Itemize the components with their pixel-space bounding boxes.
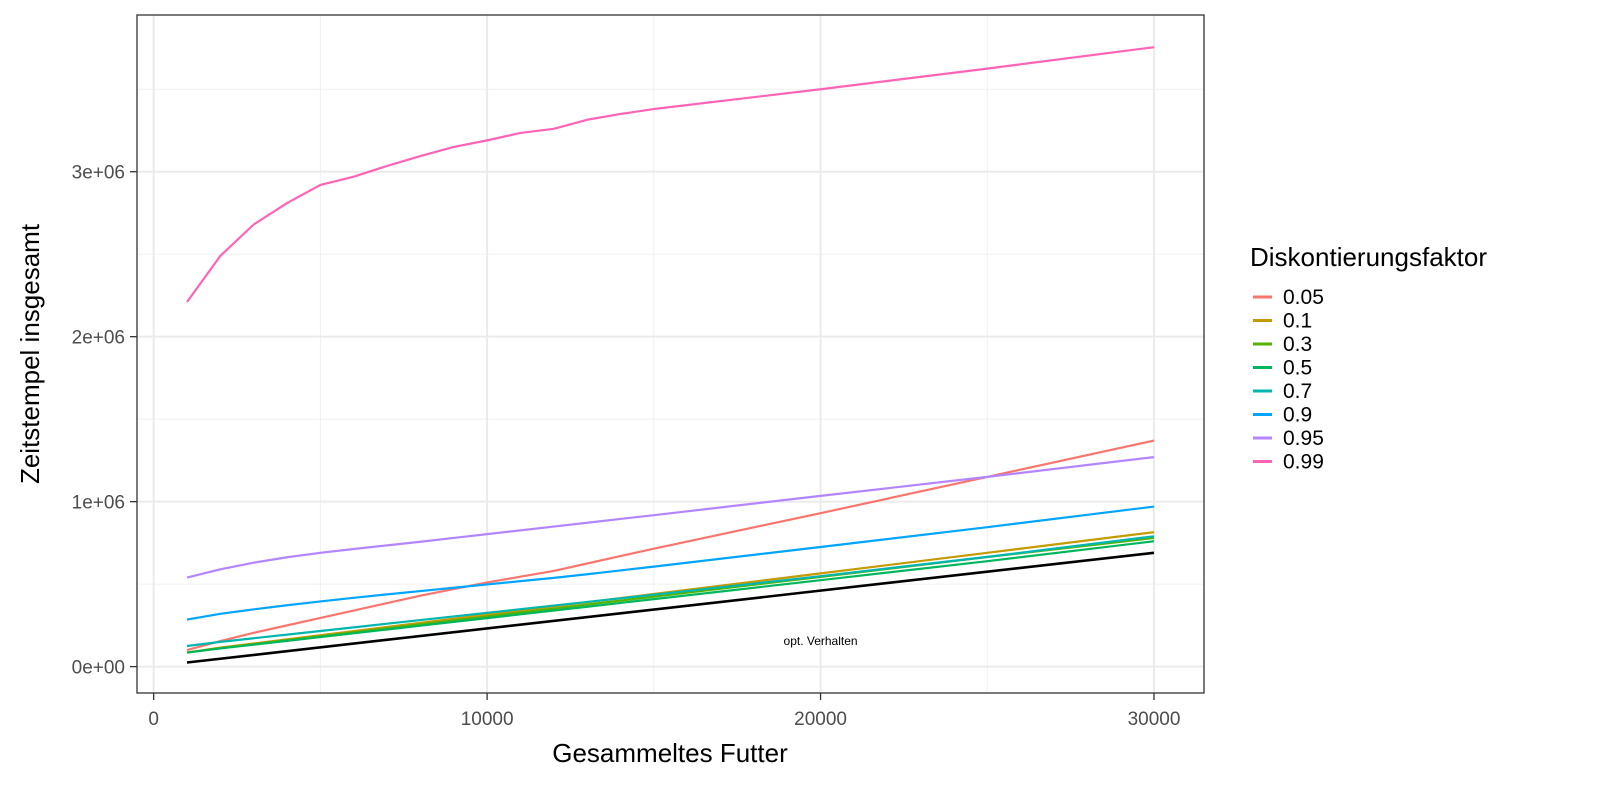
legend-item: 0.5: [1253, 357, 1312, 380]
legend-label: 0.5: [1283, 357, 1312, 380]
legend-item: 0.95: [1253, 427, 1324, 450]
legend-label: 0.7: [1283, 380, 1312, 403]
reference-line-layer: [186, 551, 1155, 664]
legend-label: 0.9: [1283, 404, 1312, 427]
x-axis-ticks: 0 10000 20000 30000: [148, 693, 1180, 730]
legend-item: 0.05: [1253, 286, 1324, 309]
y-tick-label: 2e+06: [72, 328, 125, 349]
x-tick-label: 10000: [461, 709, 514, 730]
legend-item: 0.99: [1253, 451, 1324, 474]
legend-item: 0.9: [1253, 404, 1312, 427]
y-axis-ticks: 0e+00 1e+06 2e+06 3e+06: [72, 163, 137, 679]
series-line-0.99: [186, 46, 1155, 303]
series-line-0.7: [186, 535, 1155, 648]
y-tick-label: 3e+06: [72, 163, 125, 184]
x-tick-label: 30000: [1128, 709, 1181, 730]
legend-item: 0.3: [1253, 333, 1312, 356]
reference-line-label: opt. Verhalten: [784, 634, 858, 648]
x-axis-title: Gesammeltes Futter: [552, 738, 788, 768]
legend: 0.050.10.30.50.70.90.950.99: [1253, 286, 1324, 474]
legend-label: 0.1: [1283, 310, 1312, 333]
legend-title: Diskontierungsfaktor: [1250, 242, 1487, 272]
y-tick-label: 0e+00: [72, 658, 125, 679]
series-line-0.5: [186, 540, 1155, 654]
legend-item: 0.7: [1253, 380, 1312, 403]
legend-label: 0.95: [1283, 427, 1324, 450]
series-line-0.9: [186, 505, 1155, 621]
series-line-0.95: [186, 456, 1155, 579]
panel-background: [137, 15, 1204, 693]
panel-border: [136, 14, 1205, 694]
legend-item: 0.1: [1253, 310, 1312, 333]
series-layer: [186, 46, 1155, 654]
y-tick-label: 1e+06: [72, 493, 125, 514]
minor-gridlines: [137, 15, 1204, 693]
legend-label: 0.3: [1283, 333, 1312, 356]
legend-label: 0.99: [1283, 451, 1324, 474]
legend-label: 0.05: [1283, 286, 1324, 309]
x-tick-label: 0: [148, 709, 159, 730]
y-axis-title: Zeitstempel insgesamt: [15, 223, 45, 484]
reference-line: [186, 551, 1155, 664]
x-tick-label: 20000: [794, 709, 847, 730]
